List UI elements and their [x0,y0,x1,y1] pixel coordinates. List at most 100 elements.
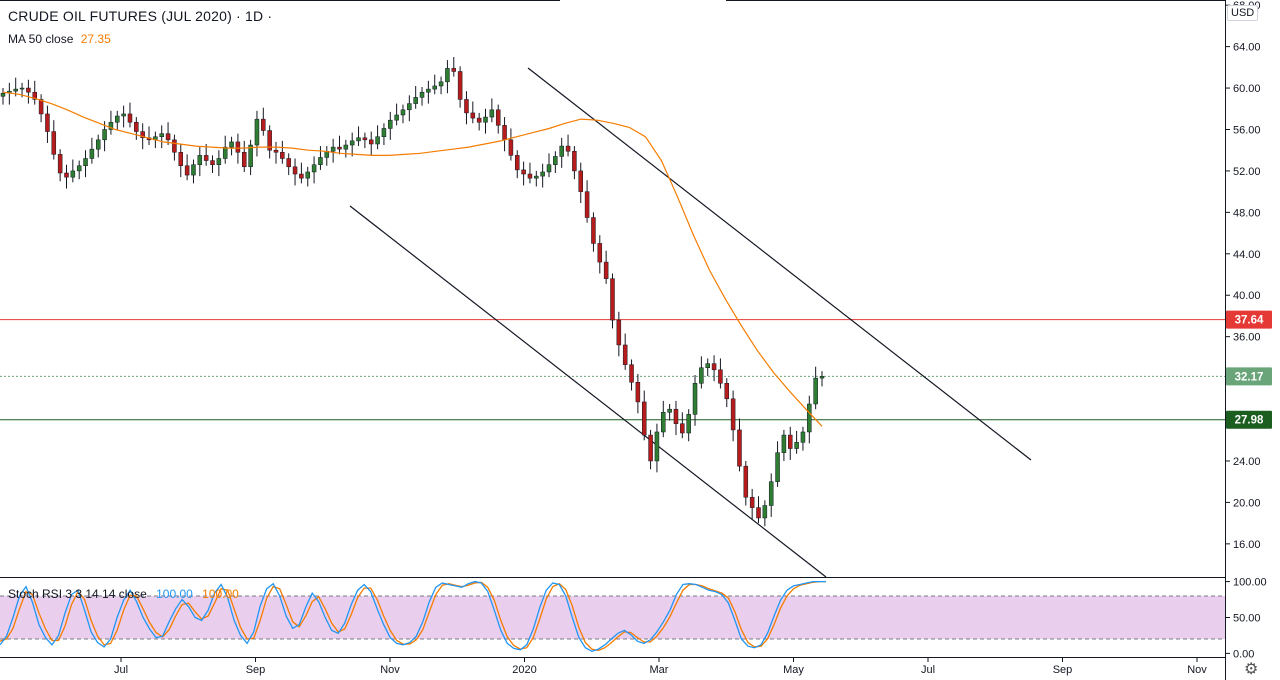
candle-down [724,383,730,400]
time-tick-label: May [783,664,804,676]
channel-upper-line[interactable] [527,67,1032,461]
candle-up [661,412,666,433]
candle-down [629,364,634,383]
candle-up [76,165,82,172]
time-tick-label: Nov [380,664,400,676]
candle-up [559,145,564,157]
stoch-rsi-title: Stoch RSI 3 3 14 14 close [8,587,147,601]
candle-up [254,118,260,146]
gear-icon[interactable]: ⚙ [1244,661,1259,678]
candle-up [330,146,336,152]
candle-down [286,158,291,168]
time-tick-label: Mar [650,664,669,676]
candle-up [159,133,164,137]
candle-down [515,155,520,171]
candle-down [165,133,171,141]
candle-down [470,112,476,119]
candle-down [680,423,685,434]
candle-up [311,164,317,173]
candle-down [673,408,679,424]
chart-legend: CRUDE OIL FUTURES (JUL 2020) · 1D · MA 5… [8,8,272,46]
candle-down [476,117,482,123]
candle-up [222,146,228,159]
candle-down [584,191,590,218]
candle-up [654,431,660,462]
stoch-axis-ticks: 0.00 50.00 100.00 [1225,577,1267,660]
stoch-tick-label: 100.00 [1233,577,1267,589]
stoch-tick-label: 50.00 [1233,613,1261,625]
candle-up [540,171,545,177]
price-tick-label: 40.00 [1233,290,1261,302]
level-price-labels[interactable]: 37.64 32.17 27.98 [1226,310,1272,429]
stoch-tick-label: 0.00 [1233,648,1254,660]
ma50-line [2,91,823,427]
candle-down [64,172,69,178]
candle-up [19,87,25,90]
candle-down [464,99,469,114]
candle-down [718,369,723,384]
candle-up [318,157,323,165]
candle-up [445,68,450,83]
candle-down [737,429,742,467]
candle-up [216,158,222,165]
stoch-rsi-band [0,595,1225,640]
candle-up [400,109,406,116]
price-tick-label: 44.00 [1233,249,1261,261]
candle-down [280,152,285,159]
candle-up [70,170,76,178]
candle-down [610,278,615,321]
time-tick-label: 2020 [512,664,536,676]
candle-down [788,434,793,449]
candle-down [635,381,641,403]
candle-down [368,139,374,145]
candle-up [489,109,495,118]
candle-down [578,170,583,192]
horizontal-levels[interactable] [0,319,1225,421]
ma-legend-value: 27.35 [80,32,111,46]
candle-up [419,91,425,98]
price-tick-label: 56.00 [1233,124,1261,136]
candle-up [0,92,6,97]
candle-up [349,140,355,146]
price-tick-label: 16.00 [1233,539,1261,551]
candle-down [641,401,647,436]
price-tick-label: 36.00 [1233,332,1261,344]
candle-up [813,377,818,405]
candle-down [743,465,749,498]
candle-down [749,496,755,508]
level-label-text: 27.98 [1235,415,1264,427]
time-tick-label: Jul [921,664,935,676]
candle-down [565,145,571,152]
candle-up [705,363,710,368]
channel-lines[interactable] [349,67,1032,578]
channel-lower-line[interactable] [349,205,827,578]
candle-down [45,113,50,132]
candle-up [546,164,552,173]
time-tick-label: Sep [246,664,266,676]
currency-badge[interactable]: USD [1227,5,1259,21]
candle-up [438,81,444,87]
candle-up [102,129,107,141]
time-axis-ticks: Jul Sep Nov 2020 Mar May Jul Sep Nov [114,657,1207,676]
candle-down [337,146,342,150]
candle-up [343,144,349,150]
candle-up [83,158,88,166]
candle-up [356,137,361,142]
candle-down [210,160,215,165]
price-tick-label: 64.00 [1233,42,1261,54]
price-tick-label: 20.00 [1233,497,1261,509]
candle-down [527,173,533,179]
candle-down [622,344,628,365]
candle-up [13,88,18,92]
level-label-box [1226,310,1272,329]
stoch-rsi-band-lines [0,595,1225,640]
candle-down [51,131,57,155]
candles [0,56,825,527]
candle-down [127,113,133,123]
stoch-rsi-d-line [0,580,826,652]
candle-up [768,481,774,506]
candle-up [305,171,310,179]
candle-down [451,68,457,72]
level-label-text: 32.17 [1235,371,1264,383]
